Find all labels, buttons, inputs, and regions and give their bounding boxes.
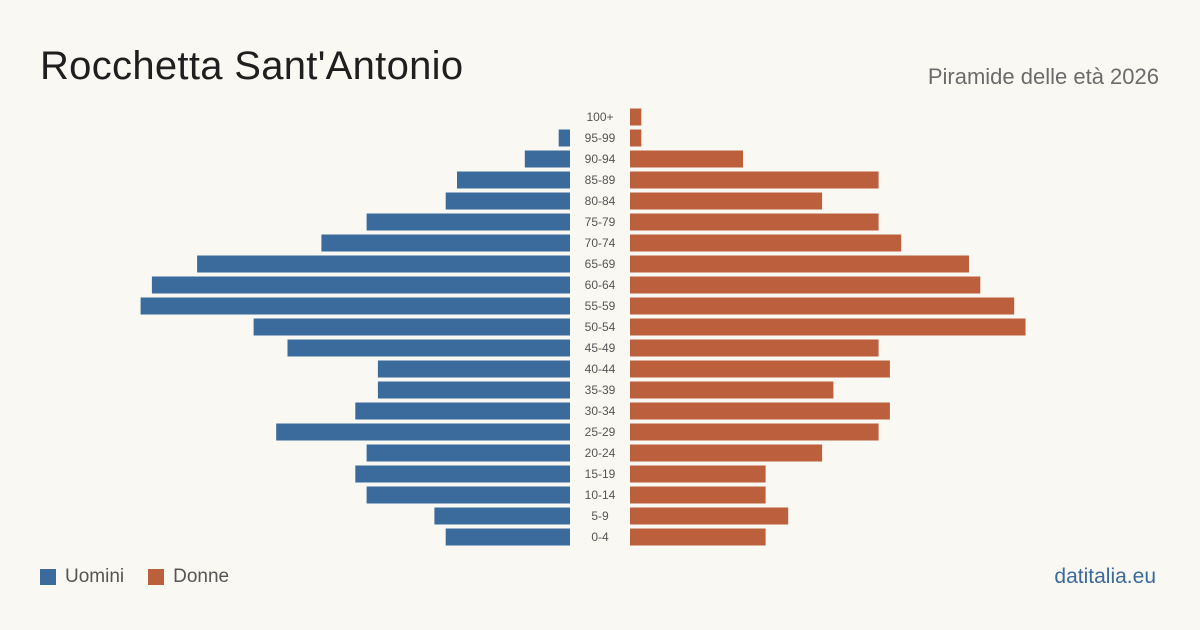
chart-legend: Uomini Donne (40, 563, 253, 591)
age-label: 20-24 (585, 446, 616, 460)
bar-women[interactable] (630, 255, 969, 273)
age-label: 70-74 (585, 236, 616, 250)
bar-women[interactable] (630, 234, 902, 252)
age-label: 75-79 (585, 215, 616, 229)
bar-women[interactable] (630, 150, 743, 168)
legend-swatch-men (40, 569, 56, 585)
legend-item-men[interactable]: Uomini (40, 566, 124, 588)
bar-men[interactable] (140, 297, 570, 315)
age-label: 85-89 (585, 173, 616, 187)
bar-women[interactable] (630, 423, 879, 441)
age-label: 30-34 (585, 404, 616, 418)
bar-women[interactable] (630, 108, 642, 126)
bar-women[interactable] (630, 402, 890, 420)
brand-link[interactable]: datitalia.eu (1054, 565, 1156, 588)
bar-men[interactable] (355, 402, 570, 420)
bar-women[interactable] (630, 339, 879, 357)
bar-men[interactable] (377, 381, 570, 399)
bar-women[interactable] (630, 213, 879, 231)
bar-men[interactable] (366, 444, 570, 462)
legend-label-women: Donne (173, 566, 230, 587)
bar-men[interactable] (457, 171, 570, 189)
age-label: 10-14 (585, 488, 616, 502)
age-label: 65-69 (585, 257, 616, 271)
bar-women[interactable] (630, 360, 890, 378)
bar-women[interactable] (630, 129, 642, 147)
legend-label-men: Uomini (65, 566, 125, 587)
chart-subtitle: Piramide delle età 2026 (927, 64, 1159, 89)
bar-men[interactable] (524, 150, 570, 168)
bar-women[interactable] (630, 276, 981, 294)
age-label: 40-44 (585, 362, 616, 376)
bar-men[interactable] (434, 507, 570, 525)
age-label: 35-39 (585, 383, 616, 397)
age-label: 25-29 (585, 425, 616, 439)
bar-men[interactable] (355, 465, 570, 483)
age-label: 45-49 (585, 341, 616, 355)
bar-men[interactable] (445, 528, 570, 546)
age-label: 15-19 (585, 467, 616, 481)
age-label: 60-64 (585, 278, 616, 292)
bar-men[interactable] (445, 192, 570, 210)
age-label: 95-99 (585, 131, 616, 145)
bar-women[interactable] (630, 528, 766, 546)
bar-men[interactable] (287, 339, 571, 357)
bar-women[interactable] (630, 444, 823, 462)
age-label: 5-9 (591, 509, 609, 523)
bar-women[interactable] (630, 192, 823, 210)
age-label: 90-94 (585, 152, 616, 166)
bar-men[interactable] (558, 129, 570, 147)
bar-women[interactable] (630, 486, 766, 504)
bar-women[interactable] (630, 381, 834, 399)
bar-women[interactable] (630, 465, 766, 483)
bar-women[interactable] (630, 318, 1026, 336)
age-label: 80-84 (585, 194, 616, 208)
age-label: 0-4 (591, 530, 609, 544)
bar-men[interactable] (366, 213, 570, 231)
bar-men[interactable] (276, 423, 570, 441)
legend-swatch-women (148, 569, 165, 585)
page-title: Rocchetta Sant'Antonio (40, 44, 464, 88)
bar-men[interactable] (197, 255, 570, 273)
legend-item-women[interactable]: Donne (148, 566, 229, 588)
bar-men[interactable] (151, 276, 570, 294)
bar-men[interactable] (366, 486, 570, 504)
age-label: 100+ (586, 110, 613, 124)
age-label: 50-54 (585, 320, 616, 334)
bar-men[interactable] (377, 360, 570, 378)
age-label: 55-59 (585, 299, 616, 313)
bar-women[interactable] (630, 507, 789, 525)
bar-men[interactable] (321, 234, 570, 252)
bar-women[interactable] (630, 297, 1015, 315)
bar-women[interactable] (630, 171, 879, 189)
bar-men[interactable] (253, 318, 570, 336)
